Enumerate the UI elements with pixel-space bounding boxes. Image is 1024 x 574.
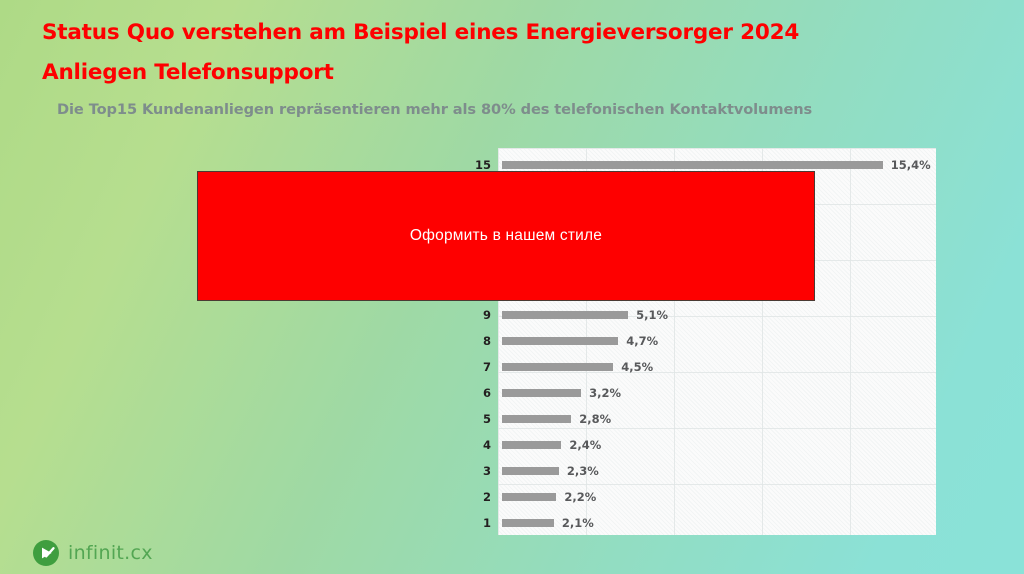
bar-fill — [502, 311, 629, 319]
bar-track: 15,4% — [502, 152, 931, 178]
bar-value-label: 4,7% — [626, 334, 659, 348]
bar-track: 4,7% — [502, 328, 658, 354]
brand-logo-text: infinit.cx — [68, 542, 153, 564]
bar-category-label: 4 — [482, 438, 491, 452]
play-circle-icon — [32, 539, 60, 567]
page-subtitle-heading: Anliegen Telefonsupport — [42, 59, 334, 85]
bar-value-label: 2,4% — [569, 438, 602, 452]
bar-category-label: 3 — [482, 464, 491, 478]
bar-value-label: 15,4% — [890, 158, 931, 172]
bar-value-label: 2,3% — [566, 464, 599, 478]
annotation-overlay-label: Оформить в нашем стиле — [409, 227, 603, 244]
bar-row: 7 4,5% — [483, 354, 936, 380]
bar-category-label: 9 — [482, 308, 491, 322]
bar-category-label: 6 — [482, 386, 491, 400]
bar-row: 15 15,4% — [475, 152, 936, 178]
bar-row: 6 3,2% — [483, 380, 936, 406]
bar-fill — [502, 519, 554, 527]
bar-row: 5 2,8% — [483, 406, 936, 432]
bar-category-label: 5 — [482, 412, 491, 426]
page-title: Status Quo verstehen am Beispiel eines E… — [42, 20, 800, 45]
slide-header: Status Quo verstehen am Beispiel eines E… — [42, 22, 972, 118]
bar-row: 8 4,7% — [483, 328, 936, 354]
bar-value-label: 2,1% — [561, 516, 594, 530]
bar-track: 5,1% — [502, 302, 668, 328]
bar-track: 4,5% — [502, 354, 653, 380]
bar-track: 2,2% — [502, 484, 596, 510]
bar-value-label: 2,2% — [564, 490, 597, 504]
bar-fill — [502, 363, 614, 371]
bar-category-label: 15 — [474, 158, 491, 172]
bar-category-label: 8 — [482, 334, 491, 348]
bar-value-label: 2,8% — [579, 412, 612, 426]
bar-track: 2,3% — [502, 458, 599, 484]
bar-row: 3 2,3% — [483, 458, 936, 484]
bar-category-label: 7 — [482, 360, 491, 374]
bar-fill — [502, 161, 883, 169]
bar-row: 1 2,1% — [483, 510, 936, 536]
bar-fill — [502, 441, 562, 449]
bar-track: 2,1% — [502, 510, 594, 536]
subtitle-text: Die Top15 Kundenanliegen repräsentieren … — [57, 101, 813, 118]
bar-value-label: 3,2% — [589, 386, 622, 400]
bar-fill — [502, 415, 572, 423]
bar-track: 2,8% — [502, 406, 611, 432]
bar-fill — [502, 467, 559, 475]
bar-fill — [502, 389, 582, 397]
bar-value-label: 4,5% — [621, 360, 654, 374]
bar-fill — [502, 493, 557, 501]
bar-row: 4 2,4% — [483, 432, 936, 458]
bar-category-label: 1 — [482, 516, 491, 530]
brand-logo: infinit.cx — [32, 539, 153, 567]
bar-fill — [502, 337, 619, 345]
bar-row: 9 5,1% — [483, 302, 936, 328]
bar-track: 2,4% — [502, 432, 601, 458]
bar-category-label: 2 — [482, 490, 491, 504]
bar-row: 2 2,2% — [483, 484, 936, 510]
annotation-overlay-box[interactable]: Оформить в нашем стиле — [197, 171, 815, 301]
bar-track: 3,2% — [502, 380, 621, 406]
bar-value-label: 5,1% — [636, 308, 668, 322]
